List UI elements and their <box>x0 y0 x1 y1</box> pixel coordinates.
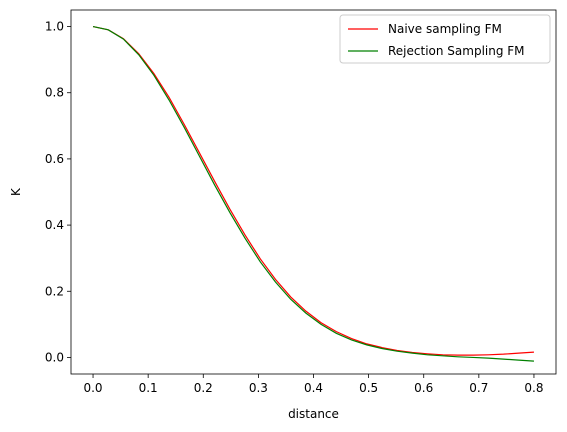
legend-label-rejection-sampling: Rejection Sampling FM <box>388 44 525 58</box>
x-tick-label: 0.1 <box>139 381 158 395</box>
y-tick-label: 0.4 <box>45 218 64 232</box>
plot-lines <box>92 25 534 362</box>
y-tick-label: 0.8 <box>45 86 64 100</box>
x-tick-label: 0.5 <box>359 381 378 395</box>
y-tick-label: 0.2 <box>45 284 64 298</box>
x-axis-ticks: 0.0 0.1 0.2 0.3 0.4 0.5 0.6 0.7 0.8 <box>83 374 544 395</box>
y-tick-label: 1.0 <box>45 20 64 34</box>
legend: Naive sampling FM Rejection Sampling FM <box>339 14 551 64</box>
x-tick-label: 0.6 <box>414 381 433 395</box>
x-axis-label: distance <box>288 407 339 421</box>
series-line-1 <box>92 25 534 362</box>
y-tick-label: 0.0 <box>45 350 64 364</box>
series-line-0 <box>92 25 534 356</box>
x-tick-label: 0.0 <box>83 381 102 395</box>
y-axis-ticks: 0.0 0.2 0.4 0.6 0.8 1.0 <box>45 20 71 364</box>
x-tick-label: 0.7 <box>469 381 488 395</box>
legend-box <box>339 14 551 64</box>
x-tick-label: 0.2 <box>194 381 213 395</box>
y-tick-label: 0.6 <box>45 152 64 166</box>
x-tick-label: 0.8 <box>524 381 543 395</box>
x-tick-label: 0.3 <box>249 381 268 395</box>
legend-label-naive-sampling: Naive sampling FM <box>388 22 502 36</box>
x-tick-label: 0.4 <box>304 381 323 395</box>
y-axis-label: K <box>9 187 23 196</box>
